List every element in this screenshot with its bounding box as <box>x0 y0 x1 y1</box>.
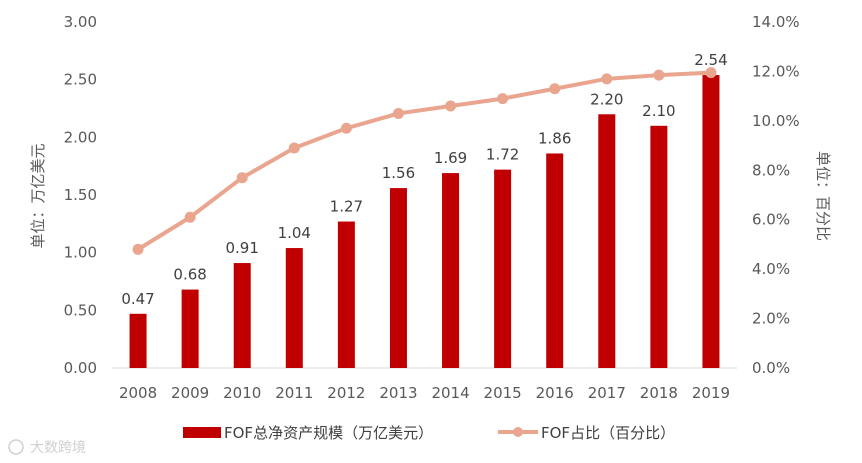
x-tick-label: 2016 <box>536 384 574 402</box>
left-tick-label: 2.50 <box>64 71 97 89</box>
legend: FOF总净资产规模（万亿美元） FOF占比（百分比） <box>183 424 675 442</box>
bar-value-label: 2.10 <box>642 102 675 120</box>
left-axis-title: 单位：万亿美元 <box>29 143 47 248</box>
x-tick-label: 2010 <box>223 384 261 402</box>
x-tick-label: 2015 <box>484 384 522 402</box>
x-tick-label: 2009 <box>171 384 209 402</box>
bar <box>650 125 668 368</box>
bar-value-label: 2.20 <box>590 90 623 108</box>
right-tick-label: 10.0% <box>752 112 800 130</box>
bar-value-label: 1.04 <box>278 224 311 242</box>
line-point <box>340 122 352 134</box>
bar-value-label: 1.86 <box>538 129 571 147</box>
left-tick-label: 1.50 <box>64 186 97 204</box>
bar <box>337 221 355 368</box>
bar <box>702 75 720 368</box>
watermark: 大数跨境 <box>8 439 86 456</box>
left-axis-ticks: 0.00 0.50 1.00 1.50 2.00 2.50 3.00 <box>64 13 97 377</box>
x-tick-label: 2013 <box>379 384 417 402</box>
line-point <box>653 69 665 81</box>
right-tick-label: 0.0% <box>752 359 790 377</box>
right-tick-label: 2.0% <box>752 310 790 328</box>
x-tick-label: 2012 <box>327 384 365 402</box>
right-axis-title: 单位：百分比 <box>814 151 832 241</box>
line-point <box>392 107 404 119</box>
bar <box>233 263 251 368</box>
x-tick-label: 2018 <box>640 384 678 402</box>
left-tick-label: 1.00 <box>64 244 97 262</box>
bar-value-label: 2.54 <box>694 51 727 69</box>
bar <box>598 114 616 369</box>
line-point <box>288 142 300 154</box>
left-tick-label: 0.50 <box>64 301 97 319</box>
bar <box>181 289 199 368</box>
bar <box>442 173 460 368</box>
line-point <box>549 83 561 95</box>
watermark-logo-icon <box>8 439 24 455</box>
bar-value-label: 0.68 <box>173 266 206 284</box>
bar <box>494 169 512 368</box>
legend-bar-label: FOF总净资产规模（万亿美元） <box>224 424 433 442</box>
line-point <box>497 93 509 105</box>
bar-value-label: 0.91 <box>226 239 259 257</box>
right-tick-label: 8.0% <box>752 161 790 179</box>
bar <box>129 313 147 368</box>
legend-line-marker <box>513 427 523 437</box>
bar-value-label: 1.72 <box>486 146 519 164</box>
bar-value-label: 1.27 <box>330 198 363 216</box>
line-point <box>236 172 248 184</box>
right-tick-label: 12.0% <box>752 62 800 80</box>
right-tick-label: 4.0% <box>752 260 790 278</box>
x-tick-label: 2014 <box>431 384 469 402</box>
bar <box>389 188 407 368</box>
line-point <box>184 211 196 223</box>
right-tick-label: 6.0% <box>752 211 790 229</box>
bar-data-labels: 0.47 0.68 0.91 1.04 1.27 1.56 1.69 1.72 1.86 2.20… <box>121 51 727 308</box>
bar-value-label: 0.47 <box>121 290 154 308</box>
x-tick-label: 2008 <box>119 384 157 402</box>
bar <box>285 248 303 368</box>
bar-value-label: 1.69 <box>434 149 467 167</box>
left-tick-label: 2.00 <box>64 128 97 146</box>
bar-series <box>129 75 720 369</box>
line-series <box>132 67 717 255</box>
watermark-text: 大数跨境 <box>30 440 86 456</box>
x-tick-label: 2011 <box>275 384 313 402</box>
line-point <box>705 67 717 79</box>
legend-bar-swatch <box>183 427 221 438</box>
left-tick-label: 0.00 <box>64 359 97 377</box>
line-point <box>445 100 457 112</box>
line-point <box>132 243 144 255</box>
bar <box>546 153 564 368</box>
x-axis-categories: 2008 2009 2010 2011 2012 2013 2014 2015 2016 2017… <box>119 384 730 402</box>
right-tick-label: 14.0% <box>752 13 800 31</box>
legend-line-label: FOF占比（百分比） <box>541 424 675 442</box>
right-axis-ticks: 0.0% 2.0% 4.0% 6.0% 8.0% 10.0% 12.0% 14.0% <box>752 13 800 377</box>
x-tick-label: 2019 <box>692 384 730 402</box>
line-point <box>601 73 613 85</box>
x-tick-label: 2017 <box>588 384 626 402</box>
left-tick-label: 3.00 <box>64 13 97 31</box>
share-line <box>136 70 713 252</box>
bar-value-label: 1.56 <box>382 164 415 182</box>
